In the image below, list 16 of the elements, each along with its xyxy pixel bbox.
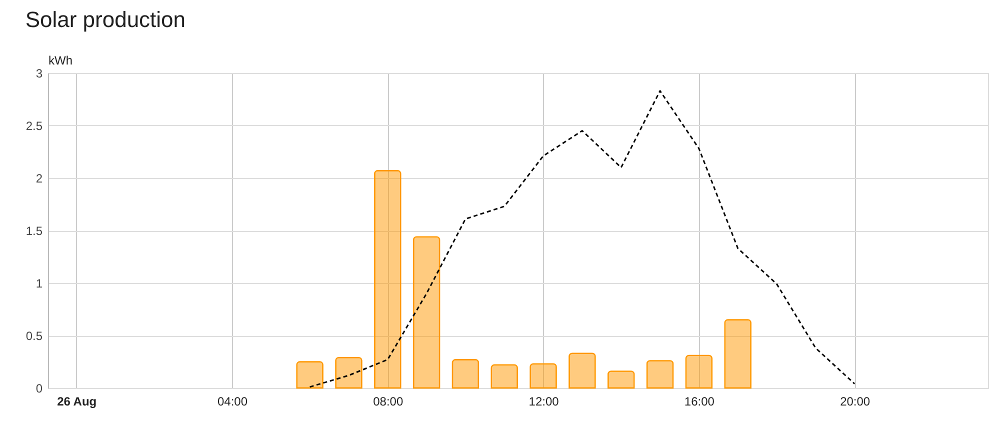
y-tick-label: 0.5 <box>26 329 43 343</box>
y-tick-label: 0 <box>36 382 43 396</box>
x-tick-label: 20:00 <box>840 394 870 408</box>
line-series <box>309 90 856 388</box>
y-tick-label: 2 <box>36 172 43 186</box>
y-tick-label: 1 <box>36 276 43 290</box>
x-tick-label: 12:00 <box>528 394 560 408</box>
x-tick-label: 16:00 <box>684 394 715 408</box>
y-tick-label: 3 <box>36 66 43 80</box>
y-tick-label: 1.5 <box>26 224 43 238</box>
x-tick-label: 26 Aug <box>57 394 97 408</box>
x-tick-label: 04:00 <box>217 394 248 408</box>
x-tick-label: 08:00 <box>373 394 404 408</box>
chart-title: Solar production <box>25 7 186 32</box>
y-axis-title: kWh <box>48 54 72 68</box>
y-tick-label: 2.5 <box>26 119 43 133</box>
